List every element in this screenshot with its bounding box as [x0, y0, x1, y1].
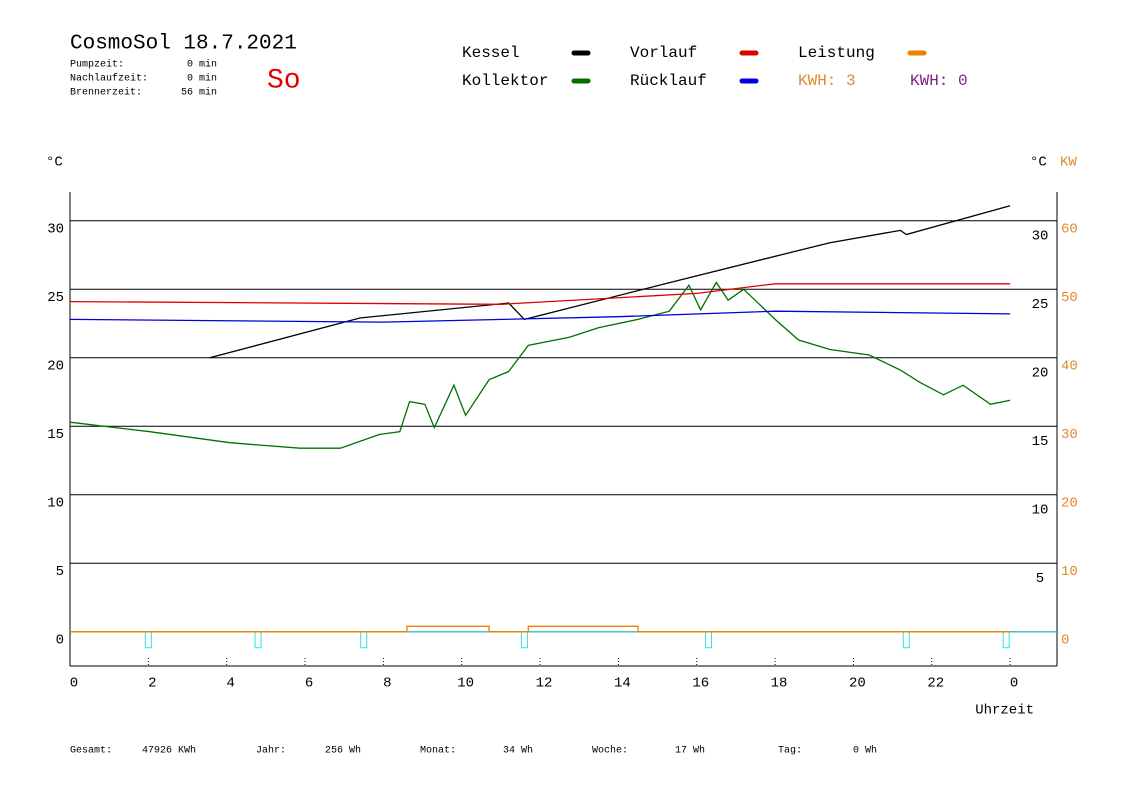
- x-tick-label: 12: [536, 676, 553, 692]
- x-tick-label: 14: [614, 676, 631, 692]
- y-tick-label-right: 5: [1036, 571, 1044, 587]
- kwh-label: KWH: 0: [910, 72, 968, 90]
- info-label: Nachlaufzeit:: [70, 73, 148, 85]
- series-line: [69, 281, 1011, 449]
- x-tick-label: 16: [692, 676, 709, 692]
- pump-pulse: [902, 631, 910, 649]
- footer-value: 47926 KWh: [142, 745, 196, 757]
- series-line: [69, 310, 1011, 323]
- chart-title: CosmoSol 18.7.2021: [70, 33, 297, 56]
- x-tick-label: 18: [771, 676, 788, 692]
- y2-tick-label: 20: [1061, 495, 1078, 511]
- legend-label: Rücklauf: [630, 72, 707, 90]
- series-line: [69, 283, 1011, 305]
- y-tick-label: 30: [47, 221, 64, 237]
- info-value: 56 min: [181, 87, 217, 99]
- x-axis-label: Uhrzeit: [975, 703, 1034, 719]
- info-value: 0 min: [187, 73, 217, 85]
- y2-tick-label: 40: [1061, 358, 1078, 374]
- pump-pulse: [520, 631, 528, 649]
- y-axis-label: °C: [46, 155, 63, 171]
- x-tick-label: 2: [148, 676, 156, 692]
- legend-label: Vorlauf: [630, 44, 697, 62]
- y-tick-label: 15: [47, 427, 64, 443]
- kwh-label: KWH: 3: [798, 72, 856, 90]
- y-tick-label-right: 20: [1032, 365, 1049, 381]
- series-line: [209, 205, 1011, 359]
- y-tick-label-right: 30: [1032, 228, 1049, 244]
- y2-tick-label: 30: [1061, 427, 1078, 443]
- y-tick-label: 0: [56, 632, 64, 648]
- y2-tick-label: 60: [1061, 221, 1078, 237]
- x-tick-label: 4: [226, 676, 234, 692]
- x-tick-label: 20: [849, 676, 866, 692]
- y2-tick-label: 10: [1061, 564, 1078, 580]
- footer-label: Woche:: [592, 745, 628, 757]
- pump-pulse: [144, 631, 152, 649]
- y2-axis-label: KW: [1060, 155, 1077, 171]
- series-line: [70, 625, 1011, 633]
- footer-label: Gesamt:: [70, 746, 112, 757]
- info-label: Pumpzeit:: [70, 59, 124, 71]
- y-tick-label-right: 10: [1032, 502, 1049, 518]
- legend-label: Kessel: [462, 44, 520, 62]
- info-value: 0 min: [187, 59, 217, 71]
- pump-pulse: [704, 631, 712, 649]
- pump-pulse: [360, 631, 368, 649]
- x-tick-label: 10: [457, 676, 474, 692]
- x-tick-label: 6: [305, 676, 313, 692]
- legend-label: Kollektor: [462, 72, 548, 90]
- pump-pulse: [1002, 631, 1010, 649]
- y-tick-label-right: 25: [1032, 297, 1049, 313]
- y2-tick-label: 0: [1061, 632, 1069, 648]
- day-label: So: [267, 65, 301, 96]
- y2-tick-label: 50: [1061, 290, 1078, 306]
- footer-label: Tag:: [778, 746, 802, 757]
- y-tick-label: 20: [47, 358, 64, 374]
- y-axis-label-right: °C: [1030, 155, 1047, 171]
- y-tick-label: 10: [47, 495, 64, 511]
- footer-label: Jahr:: [256, 745, 286, 757]
- footer-label: Monat:: [420, 746, 456, 757]
- x-tick-label: 22: [927, 676, 944, 692]
- y-tick-label-right: 15: [1032, 434, 1049, 450]
- y-tick-label: 5: [56, 564, 64, 580]
- x-tick-label: 8: [383, 676, 391, 692]
- x-tick-label: 0: [1010, 676, 1018, 692]
- y-tick-label: 25: [47, 290, 64, 306]
- legend-label: Leistung: [798, 44, 875, 62]
- x-tick-label: 0: [70, 676, 78, 692]
- info-label: Brennerzeit:: [70, 87, 142, 99]
- footer-value: 34 Wh: [503, 745, 533, 757]
- pump-pulse: [254, 631, 262, 649]
- footer-value: 17 Wh: [675, 745, 705, 757]
- footer-value: 256 Wh: [325, 745, 361, 757]
- footer-value: 0 Wh: [853, 745, 877, 757]
